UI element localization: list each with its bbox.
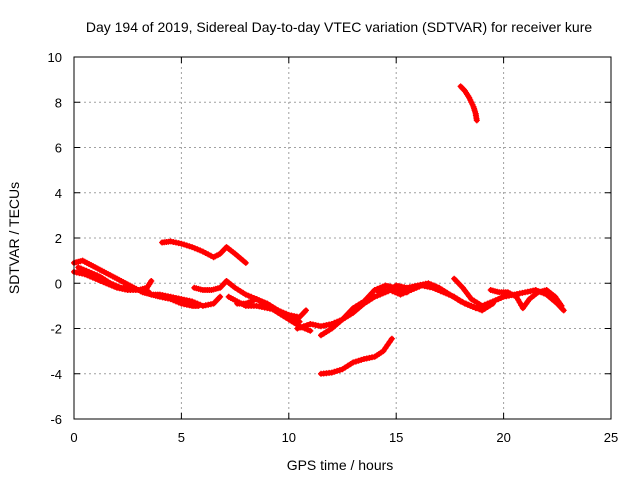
series-track-h	[234, 296, 309, 321]
x-axis-label: GPS time / hours	[287, 457, 394, 473]
y-tick-label: 0	[55, 276, 62, 291]
y-tick-label: 10	[48, 50, 62, 65]
x-tick-label: 20	[496, 430, 510, 445]
y-tick-label: 6	[55, 141, 62, 156]
series-track-p	[457, 83, 480, 124]
series-track-o	[487, 287, 565, 312]
series-line	[318, 336, 395, 377]
series-point-markers	[457, 83, 480, 124]
x-tick-label: 15	[389, 430, 403, 445]
tick-layer: 0 5 10 15 20 25 -6 -4 -2 0 2 4 6 8 10	[48, 50, 619, 445]
series-point-markers	[148, 291, 224, 309]
series-track-c	[75, 264, 155, 293]
y-tick-label: 8	[55, 95, 62, 110]
series-point-markers	[159, 238, 249, 266]
series-point-markers	[234, 296, 309, 321]
y-tick-label: 2	[55, 231, 62, 246]
series-track-d	[148, 291, 224, 309]
series-point-markers	[487, 287, 565, 312]
series-track-m	[393, 280, 496, 314]
series-track-e	[159, 238, 249, 266]
y-tick-label: -6	[50, 412, 62, 427]
y-tick-label: 4	[55, 186, 62, 201]
series-point-markers	[393, 280, 496, 314]
y-tick-label: -2	[50, 322, 62, 337]
chart-title: Day 194 of 2019, Sidereal Day-to-day VTE…	[86, 19, 592, 35]
x-tick-label: 25	[604, 430, 618, 445]
series-point-markers	[75, 264, 155, 293]
x-tick-label: 0	[70, 430, 77, 445]
x-tick-label: 10	[282, 430, 296, 445]
y-axis-label: SDTVAR / TECUs	[6, 182, 22, 294]
series-point-markers	[225, 293, 303, 325]
series-layer	[71, 83, 567, 377]
y-tick-label: -4	[50, 367, 62, 382]
series-track-k	[318, 335, 395, 377]
x-tick-label: 5	[178, 430, 185, 445]
series-track-g	[225, 293, 303, 325]
series-point-markers	[318, 335, 395, 377]
grid-layer	[74, 57, 611, 419]
